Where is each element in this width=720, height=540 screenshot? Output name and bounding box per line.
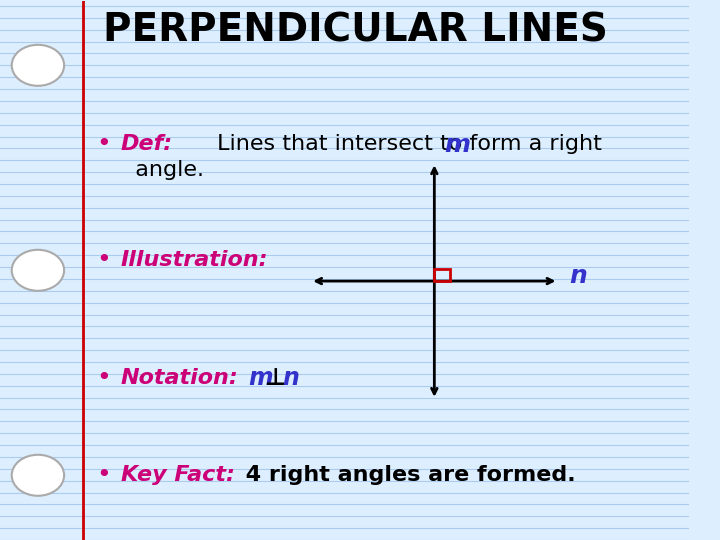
Text: m: m [248,366,273,390]
Text: •: • [96,247,112,272]
Text: m: m [445,133,471,157]
Text: Def:: Def: [121,133,173,153]
Text: n: n [569,264,587,288]
Text: •: • [96,366,112,390]
Text: Illustration:: Illustration: [121,249,268,269]
Text: ⊥: ⊥ [266,366,287,390]
Text: PERPENDICULAR LINES: PERPENDICULAR LINES [104,11,608,49]
Text: •: • [96,463,112,487]
Text: Key Fact:: Key Fact: [121,465,235,485]
Text: 4 right angles are formed.: 4 right angles are formed. [238,465,575,485]
Circle shape [12,45,64,86]
Text: •: • [96,132,112,156]
Text: angle.: angle. [121,160,204,180]
Circle shape [12,250,64,291]
Text: Notation:: Notation: [121,368,238,388]
Text: n: n [283,366,300,390]
Text: Lines that intersect to form a right: Lines that intersect to form a right [210,133,602,153]
Circle shape [12,455,64,496]
Bar [434,269,449,281]
